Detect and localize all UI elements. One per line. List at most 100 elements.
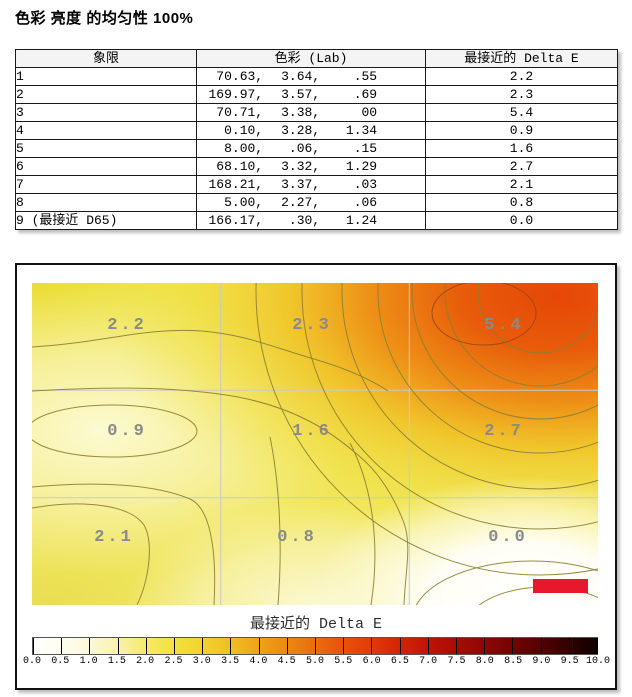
- quadrant-cell: 9 (最接近 D65): [15, 211, 197, 230]
- colorbar: [32, 637, 598, 655]
- lab-value: 168.21,: [208, 177, 264, 192]
- colorbar-tick: [315, 638, 316, 654]
- colorbar-tick-label: 7.5: [447, 656, 466, 667]
- lab-cell: 169.97, 3.57, .69: [196, 85, 426, 104]
- table-row: 7 168.21, 3.37, .03 2.1: [15, 175, 618, 194]
- uniformity-table: 象限 色彩 (Lab) 最接近的 Delta E 1 70.63, 3.64, .55…: [15, 49, 618, 230]
- colorbar-tick: [145, 638, 147, 654]
- lab-value: 0.10,: [224, 123, 264, 138]
- delta-e-cell: 0.8: [425, 193, 618, 212]
- colorbar-tick-labels: 0.0 0.5 1.0 1.5 2.0 2.5 3.0 3.5 4.0 4.5 5.0 5.5 6.0 6…: [23, 656, 610, 670]
- colorbar-tick: [343, 638, 345, 654]
- colorbar-tick-label: 1.0: [79, 656, 98, 667]
- header-lab: 色彩 (Lab): [196, 49, 426, 68]
- colorbar-tick-label: 7.0: [419, 656, 438, 667]
- table-row: 2 169.97, 3.57, .69 2.3: [15, 85, 618, 104]
- quadrant-cell: 1: [15, 67, 197, 86]
- lab-cell: 0.10, 3.28, 1.34: [196, 121, 426, 140]
- table-row: 1 70.63, 3.64, .55 2.2: [15, 67, 618, 86]
- contour-lines: [32, 283, 598, 605]
- colorbar-tick: [117, 638, 119, 654]
- colorbar-tick: [597, 638, 598, 654]
- contour-label: 2.7: [484, 422, 524, 441]
- contour-value-labels: 2.2 2.3 5.4 0.9 1.6 2.7 2.1 0.8 0.0: [94, 316, 525, 547]
- colorbar-tick: [61, 638, 63, 654]
- contour-label: 0.9: [107, 422, 147, 441]
- colorbar-tick: [371, 638, 373, 654]
- lab-value: 3.38,: [281, 105, 321, 120]
- lab-value: 3.32,: [281, 159, 321, 174]
- colorbar-tick: [456, 638, 457, 654]
- colorbar-tick: [174, 638, 175, 654]
- lab-cell: 166.17, .30, 1.24: [196, 211, 426, 230]
- delta-e-cell: 2.2: [425, 67, 618, 86]
- quadrant-cell: 4: [15, 121, 197, 140]
- lab-value: .06,: [288, 141, 321, 156]
- contour-plot: 2.2 2.3 5.4 0.9 1.6 2.7 2.1 0.8 0.0: [32, 283, 598, 605]
- table-body: 1 70.63, 3.64, .55 2.2 2 169.97, 3.57, .69 2.3 3 70…: [15, 67, 618, 230]
- header-quadrant: 象限: [15, 49, 197, 68]
- lab-value: 70.63,: [216, 69, 264, 84]
- colorbar-tick-label: 5.0: [305, 656, 325, 667]
- quadrant-cell: 6: [15, 157, 197, 176]
- lab-value: 3.64,: [281, 69, 321, 84]
- lab-value: 8.00,: [224, 141, 264, 156]
- colorbar-tick-label: 0.5: [51, 656, 70, 667]
- colorbar-tick: [230, 638, 232, 654]
- colorbar-tick-label: 5.5: [334, 656, 353, 667]
- lab-cell: 8.00, .06, .15: [196, 139, 426, 158]
- colorbar-tick-label: 1.5: [107, 656, 126, 667]
- colorbar-tick-label: 9.5: [560, 656, 579, 667]
- table-row: 3 70.71, 3.38, 00 5.4: [15, 103, 618, 122]
- colorbar-tick-label: 8.0: [475, 656, 494, 667]
- contour-label: 2.1: [94, 528, 134, 547]
- contour-label: 5.4: [484, 316, 524, 335]
- table-row: 4 0.10, 3.28, 1.34 0.9: [15, 121, 618, 140]
- quadrant-cell: 3: [15, 103, 197, 122]
- colorbar-tick: [568, 638, 570, 654]
- lab-value: 68.10,: [216, 159, 264, 174]
- table-header: 象限 色彩 (Lab) 最接近的 Delta E: [15, 49, 618, 68]
- lab-value: 00: [361, 105, 378, 120]
- lab-cell: 168.21, 3.37, .03: [196, 175, 426, 194]
- contour-fill: [32, 283, 598, 605]
- colorbar-tick-label: 3.0: [192, 656, 211, 667]
- contour-plot-svg: 2.2 2.3 5.4 0.9 1.6 2.7 2.1 0.8 0.0: [32, 283, 598, 605]
- colorbar-tick: [512, 638, 514, 654]
- colorbar-tick-label: 3.5: [221, 656, 240, 667]
- lab-value: .30,: [288, 213, 321, 228]
- colorbar-tick: [540, 638, 542, 654]
- colorbar-tick: [427, 638, 429, 654]
- colorbar-tick: [484, 638, 486, 654]
- lab-value: .03: [353, 177, 378, 192]
- plot-grid-lines: [32, 283, 598, 605]
- colorbar-tick-label: 6.0: [362, 656, 381, 667]
- colorbar-tick: [202, 638, 204, 654]
- lab-value: .55: [353, 69, 378, 84]
- colorbar-tick: [258, 638, 260, 654]
- red-marker: [533, 579, 588, 593]
- lab-value: 70.71,: [216, 105, 264, 120]
- delta-e-cell: 0.0: [425, 211, 618, 230]
- delta-e-cell: 1.6: [425, 139, 618, 158]
- quadrant-cell: 2: [15, 85, 197, 104]
- table-row: 8 5.00, 2.27, .06 0.8: [15, 193, 618, 212]
- table-row: 5 8.00, .06, .15 1.6: [15, 139, 618, 158]
- chart-panel: 2.2 2.3 5.4 0.9 1.6 2.7 2.1 0.8 0.0 最接近的…: [15, 263, 617, 690]
- quadrant-cell: 7: [15, 175, 197, 194]
- lab-value: 3.37,: [281, 177, 321, 192]
- lab-value: 3.57,: [281, 87, 321, 102]
- lab-value: 2.27,: [281, 195, 321, 210]
- lab-cell: 70.71, 3.38, 00: [196, 103, 426, 122]
- lab-value: 1.34: [345, 123, 378, 138]
- contour-label: 2.2: [107, 316, 147, 335]
- colorbar-tick: [89, 638, 91, 654]
- table-row: 6 68.10, 3.32, 1.29 2.7: [15, 157, 618, 176]
- page-title: 色彩 亮度 的均匀性 100%: [15, 10, 194, 27]
- delta-e-cell: 2.3: [425, 85, 618, 104]
- delta-e-cell: 2.7: [425, 157, 618, 176]
- delta-e-cell: 5.4: [425, 103, 618, 122]
- contour-label: 1.6: [292, 422, 332, 441]
- colorbar-tick: [33, 638, 34, 654]
